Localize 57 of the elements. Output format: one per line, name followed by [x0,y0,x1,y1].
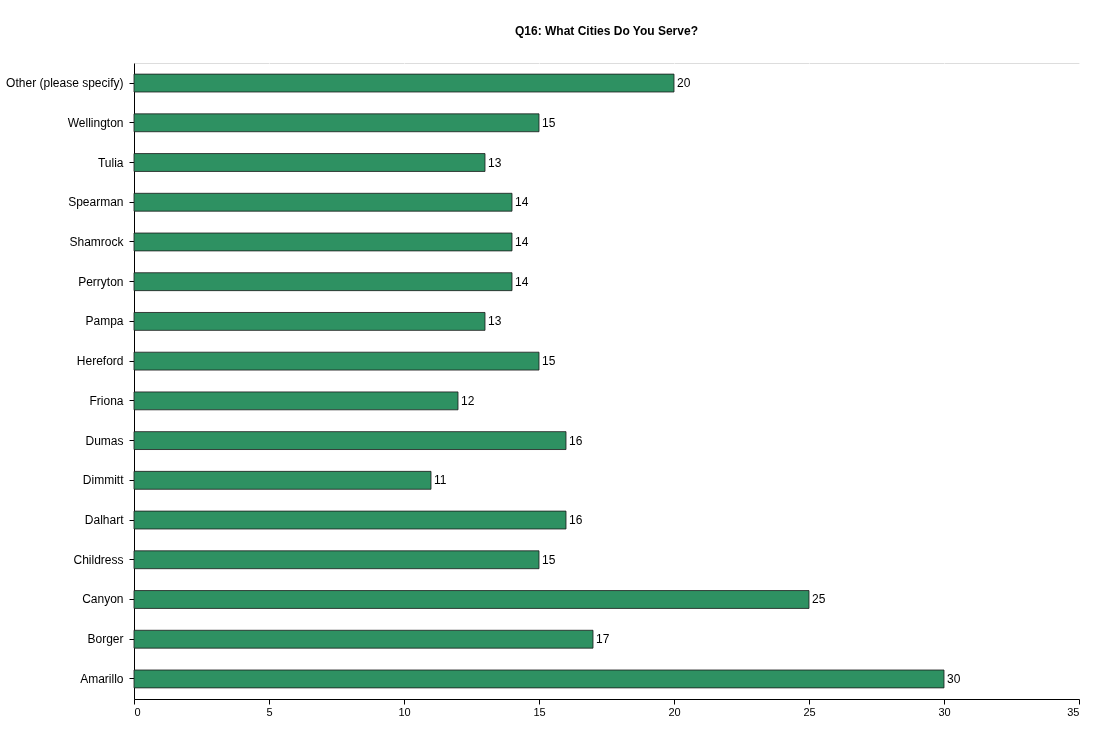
bar [133,312,486,331]
y-tick-label: Spearman [68,195,124,210]
bar [133,113,540,133]
y-tick-label: Perryton [78,274,124,289]
y-tick-label: Borger [87,632,124,647]
x-tick-label: 5 [266,705,273,718]
bar [133,550,540,570]
y-tick-label: Dumas [85,433,124,448]
bar [133,629,594,649]
data-label: 15 [542,115,556,130]
y-tick-label: Childress [73,552,124,567]
bar [133,431,567,450]
data-label: 20 [677,76,691,91]
bar [133,669,945,689]
data-label: 25 [812,592,826,607]
y-tick-label: Hereford [76,354,124,369]
x-tick-label: 25 [803,705,816,718]
bar [133,272,513,292]
y-tick-label: Amarillo [80,671,124,686]
data-label: 14 [515,234,529,249]
y-tick-label: Friona [89,393,124,408]
data-label: 15 [542,354,556,369]
y-tick-label: Dimmitt [82,473,125,488]
bar [133,510,567,530]
bar [133,351,540,371]
chart-title: Q16: What Cities Do You Serve? [515,24,698,38]
data-label: 16 [569,433,583,448]
x-tick-label: 30 [938,705,951,718]
data-label: 14 [515,195,529,210]
data-label: 17 [596,632,610,647]
y-tick-label: Wellington [67,115,124,130]
x-tick-label: 0 [134,705,141,718]
y-tick-label: Shamrock [69,234,125,249]
y-tick-label: Pampa [85,314,124,329]
data-label: 14 [515,274,529,289]
bar [133,391,459,411]
bar [133,192,513,212]
y-tick-label: Canyon [82,592,124,607]
bar [133,470,432,490]
x-tick-label: 10 [398,705,411,718]
data-label: 12 [461,393,475,408]
y-tick-label: Dalhart [84,513,125,528]
bar [133,73,675,93]
bar [133,590,810,609]
data-label: 13 [488,314,502,329]
data-label: 13 [488,155,502,170]
x-tick-label: 35 [1067,705,1080,718]
x-tick-label: 20 [668,705,681,718]
y-tick-label: Tulia [97,155,124,170]
bar [133,232,513,252]
y-tick-label: Other (please specify) [6,76,124,91]
x-tick-label: 15 [533,705,546,718]
bar [133,153,486,172]
data-label: 30 [947,671,961,686]
data-label: 16 [569,513,583,528]
data-label: 15 [542,552,556,567]
data-label: 11 [434,473,447,488]
